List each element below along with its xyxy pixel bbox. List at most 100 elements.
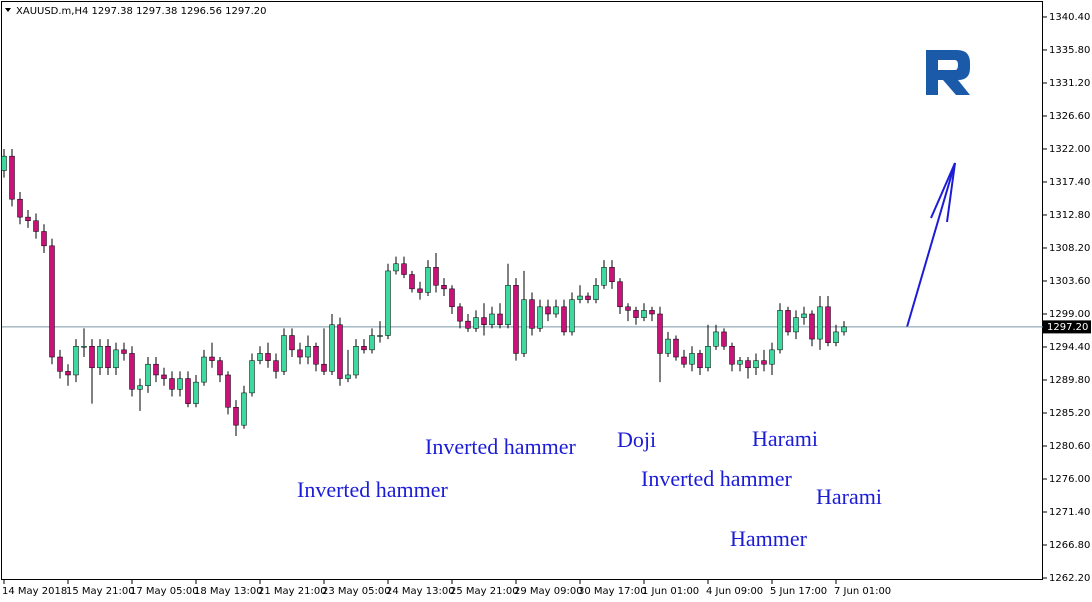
candle-body <box>1 155 7 171</box>
x-tick-label: 15 May 21:00 <box>66 586 135 597</box>
candle-body <box>345 374 351 379</box>
candle-body <box>833 331 839 343</box>
candle-body <box>817 306 823 340</box>
candle-body <box>697 353 703 369</box>
candle-body <box>417 288 423 293</box>
x-tick-label: 5 Jun 17:00 <box>770 586 827 597</box>
candle-body <box>745 360 751 369</box>
y-tick-label: 1303.60 <box>1049 276 1090 287</box>
candle-body <box>177 378 183 390</box>
candle-body <box>225 374 231 408</box>
candle-body <box>169 378 175 390</box>
candle-body <box>721 331 727 347</box>
candle-body <box>577 295 583 300</box>
y-tick-label: 1285.20 <box>1049 408 1090 419</box>
candle-body <box>409 274 415 290</box>
y-tick-label: 1322.00 <box>1049 144 1090 155</box>
candle-body <box>73 346 79 376</box>
annotation: Harami <box>752 426 818 451</box>
candle-body <box>9 155 15 200</box>
candle-body <box>393 263 399 272</box>
candle-body <box>33 220 39 232</box>
candle-body <box>521 299 527 354</box>
candle-body <box>49 245 55 358</box>
candle-body <box>601 267 607 286</box>
candle-body <box>41 231 47 247</box>
price-label: 1297.20 <box>1047 322 1088 333</box>
candle-body <box>593 285 599 300</box>
candle-body <box>161 374 167 379</box>
candle-body <box>385 270 391 336</box>
forecast-arrow <box>906 162 956 328</box>
x-tick-label: 18 May 13:00 <box>194 586 263 597</box>
candle-body <box>505 285 511 325</box>
candle-body <box>265 353 271 361</box>
candle-body <box>665 338 671 354</box>
candle-body <box>545 306 551 315</box>
candle-body <box>185 378 191 404</box>
y-tick-label: 1262.20 <box>1049 573 1090 584</box>
logo <box>926 50 970 95</box>
x-tick-label: 24 May 13:00 <box>386 586 455 597</box>
candle-body <box>441 285 447 290</box>
candle-body <box>689 353 695 365</box>
candle-body <box>761 360 767 365</box>
candle-body <box>801 313 807 318</box>
header-arrow <box>5 8 11 12</box>
candle-body <box>633 310 639 318</box>
candle-body <box>657 313 663 354</box>
price-label-box <box>1043 320 1091 334</box>
candle-body <box>425 267 431 293</box>
candle-body <box>497 313 503 325</box>
y-tick-label: 1308.20 <box>1049 243 1090 254</box>
x-tick-label: 4 Jun 09:00 <box>706 586 763 597</box>
candle-body <box>673 338 679 358</box>
candle-body <box>337 324 343 379</box>
candle-body <box>457 306 463 322</box>
candle-body <box>89 346 95 369</box>
candle-body <box>361 346 367 351</box>
header: XAUUSD.m,H4 1297.38 1297.38 1296.56 1297… <box>16 6 266 17</box>
candle-body <box>841 326 847 333</box>
annotation: Doji <box>617 427 656 452</box>
x-tick-label: 23 May 05:00 <box>322 586 391 597</box>
annotation: Hammer <box>730 526 808 551</box>
candle-body <box>97 346 103 369</box>
x-tick-label: 30 May 17:00 <box>578 586 647 597</box>
candle-body <box>137 385 143 390</box>
candle-body <box>713 331 719 347</box>
candle-body <box>465 320 471 329</box>
candle-body <box>17 198 23 218</box>
y-tick-label: 1331.20 <box>1049 78 1090 89</box>
candle-body <box>65 371 71 376</box>
y-tick-label: 1317.40 <box>1049 177 1090 188</box>
candle-body <box>825 306 831 343</box>
x-tick-label: 1 Jun 01:00 <box>642 586 699 597</box>
candle-body <box>481 317 487 325</box>
candle-body <box>145 363 151 386</box>
y-tick-label: 1280.60 <box>1049 441 1090 452</box>
candle-body <box>401 263 407 275</box>
candle-body <box>681 356 687 365</box>
candle-body <box>153 363 159 376</box>
candle-body <box>641 310 647 318</box>
candle-body <box>553 306 559 315</box>
candle-body <box>289 335 295 351</box>
candle-body <box>257 353 263 361</box>
candle-body <box>297 349 303 358</box>
candle-body <box>473 317 479 329</box>
candle-body <box>193 381 199 404</box>
candle-body <box>281 335 287 372</box>
candle-body <box>377 335 383 337</box>
candle-body <box>489 313 495 325</box>
candle-body <box>105 346 111 369</box>
x-tick-label: 7 Jun 01:00 <box>834 586 891 597</box>
x-tick-label: 14 May 2018 <box>2 586 67 597</box>
candle-body <box>777 310 783 351</box>
y-tick-label: 1294.40 <box>1049 342 1090 353</box>
candle-body <box>273 360 279 372</box>
annotation: Inverted hammer <box>297 477 449 502</box>
candle-body <box>209 356 215 361</box>
